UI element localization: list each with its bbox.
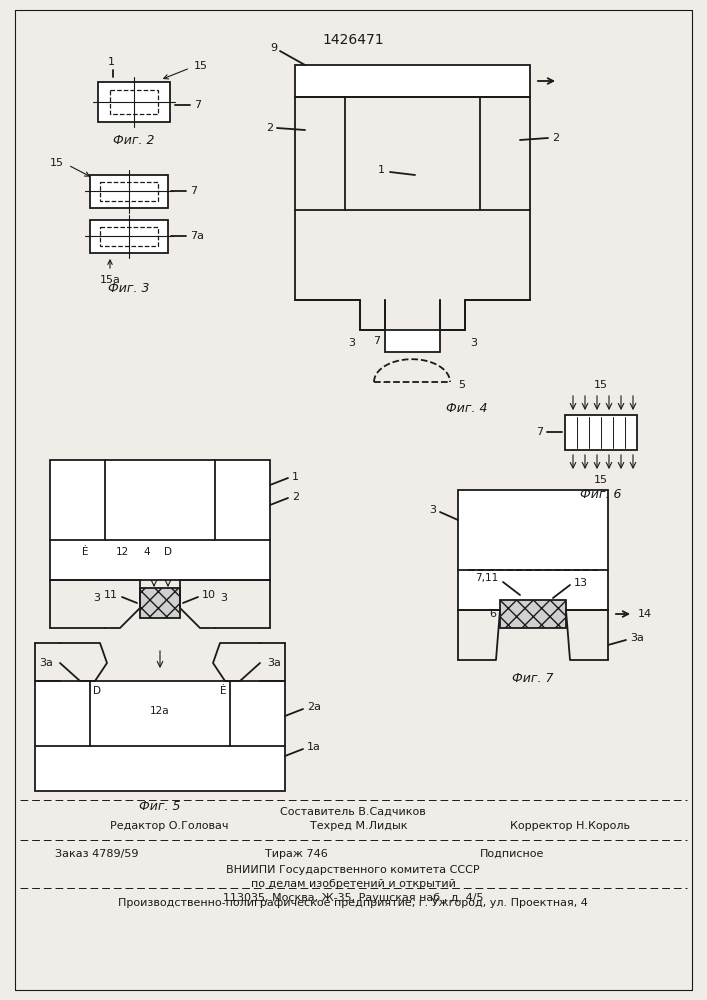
Text: ВНИИПИ Государственного комитета СССР: ВНИИПИ Государственного комитета СССР bbox=[226, 865, 480, 875]
Text: 11: 11 bbox=[104, 590, 118, 600]
Bar bbox=[90, 175, 168, 208]
Text: по делам изобретений и открытий: по делам изобретений и открытий bbox=[250, 879, 455, 889]
Text: 14: 14 bbox=[638, 609, 652, 619]
Bar bbox=[90, 220, 168, 253]
Text: 12: 12 bbox=[115, 547, 129, 557]
Text: Фиг. 2: Фиг. 2 bbox=[113, 133, 155, 146]
Text: 1: 1 bbox=[292, 472, 299, 482]
Text: Корректор Н.Король: Корректор Н.Король bbox=[510, 821, 630, 831]
Text: Производственно-полиграфическое предприятие, г. Ужгород, ул. Проектная, 4: Производственно-полиграфическое предприя… bbox=[118, 898, 588, 908]
Text: 1а: 1а bbox=[307, 742, 321, 752]
Bar bbox=[98, 82, 170, 122]
Text: 9: 9 bbox=[270, 43, 277, 53]
Text: 1: 1 bbox=[107, 57, 115, 67]
Text: Тираж 746: Тираж 746 bbox=[265, 849, 328, 859]
Text: Редактор О.Головач: Редактор О.Головач bbox=[110, 821, 228, 831]
Text: Фиг. 5: Фиг. 5 bbox=[139, 800, 181, 814]
Text: 15а: 15а bbox=[100, 275, 120, 285]
Text: 3: 3 bbox=[470, 338, 477, 348]
Text: 3а: 3а bbox=[267, 658, 281, 668]
Text: 12а: 12а bbox=[150, 706, 170, 716]
Text: 7: 7 bbox=[194, 100, 201, 110]
Text: 2: 2 bbox=[292, 492, 299, 502]
Text: 10: 10 bbox=[202, 590, 216, 600]
Bar bbox=[100, 227, 158, 246]
Text: 2: 2 bbox=[266, 123, 273, 133]
Text: 6: 6 bbox=[489, 609, 496, 619]
Bar bbox=[140, 588, 180, 618]
Text: 15: 15 bbox=[594, 380, 608, 390]
Text: 1: 1 bbox=[378, 165, 385, 175]
Text: 7,11: 7,11 bbox=[474, 573, 498, 583]
Bar bbox=[385, 330, 440, 352]
Text: 3а: 3а bbox=[39, 658, 53, 668]
Text: Составитель В.Садчиков: Составитель В.Садчиков bbox=[280, 807, 426, 817]
Bar bbox=[458, 490, 608, 610]
Text: 3: 3 bbox=[220, 593, 227, 603]
Text: D: D bbox=[164, 547, 172, 557]
Text: Заказ 4789/59: Заказ 4789/59 bbox=[55, 849, 139, 859]
Text: Фиг. 6: Фиг. 6 bbox=[580, 488, 621, 500]
Text: D: D bbox=[93, 686, 101, 696]
Bar bbox=[565, 415, 637, 450]
Text: 7а: 7а bbox=[190, 231, 204, 241]
Bar bbox=[100, 182, 158, 201]
Text: 1426471: 1426471 bbox=[322, 33, 384, 47]
Bar bbox=[295, 65, 530, 97]
Text: 15: 15 bbox=[50, 158, 64, 168]
Text: 3: 3 bbox=[429, 505, 436, 515]
Text: 4: 4 bbox=[144, 547, 151, 557]
Text: 7: 7 bbox=[190, 186, 197, 196]
Text: 113035, Москва, Ж-35, Раушская наб., д. 4/5: 113035, Москва, Ж-35, Раушская наб., д. … bbox=[223, 893, 484, 903]
Text: Фиг. 3: Фиг. 3 bbox=[108, 282, 150, 296]
Bar bbox=[110, 90, 158, 114]
Bar bbox=[500, 600, 566, 628]
Text: Ė: Ė bbox=[220, 686, 226, 696]
Text: 3: 3 bbox=[348, 338, 355, 348]
Text: 5: 5 bbox=[458, 380, 465, 390]
Text: Фиг. 4: Фиг. 4 bbox=[446, 401, 488, 414]
Text: 13: 13 bbox=[574, 578, 588, 588]
Text: 2а: 2а bbox=[307, 702, 321, 712]
Text: 3: 3 bbox=[93, 593, 100, 603]
Text: 3а: 3а bbox=[630, 633, 644, 643]
Bar bbox=[50, 460, 270, 580]
Text: 7: 7 bbox=[373, 336, 380, 346]
Text: Подписное: Подписное bbox=[480, 849, 544, 859]
Text: Фиг. 7: Фиг. 7 bbox=[513, 672, 554, 684]
Text: Техред М.Лидык: Техред М.Лидык bbox=[310, 821, 407, 831]
Text: 15: 15 bbox=[194, 61, 208, 71]
Text: 15: 15 bbox=[594, 475, 608, 485]
Text: Ė: Ė bbox=[82, 547, 88, 557]
Bar bbox=[35, 681, 285, 791]
Text: 2: 2 bbox=[552, 133, 559, 143]
Text: 7: 7 bbox=[536, 427, 543, 437]
